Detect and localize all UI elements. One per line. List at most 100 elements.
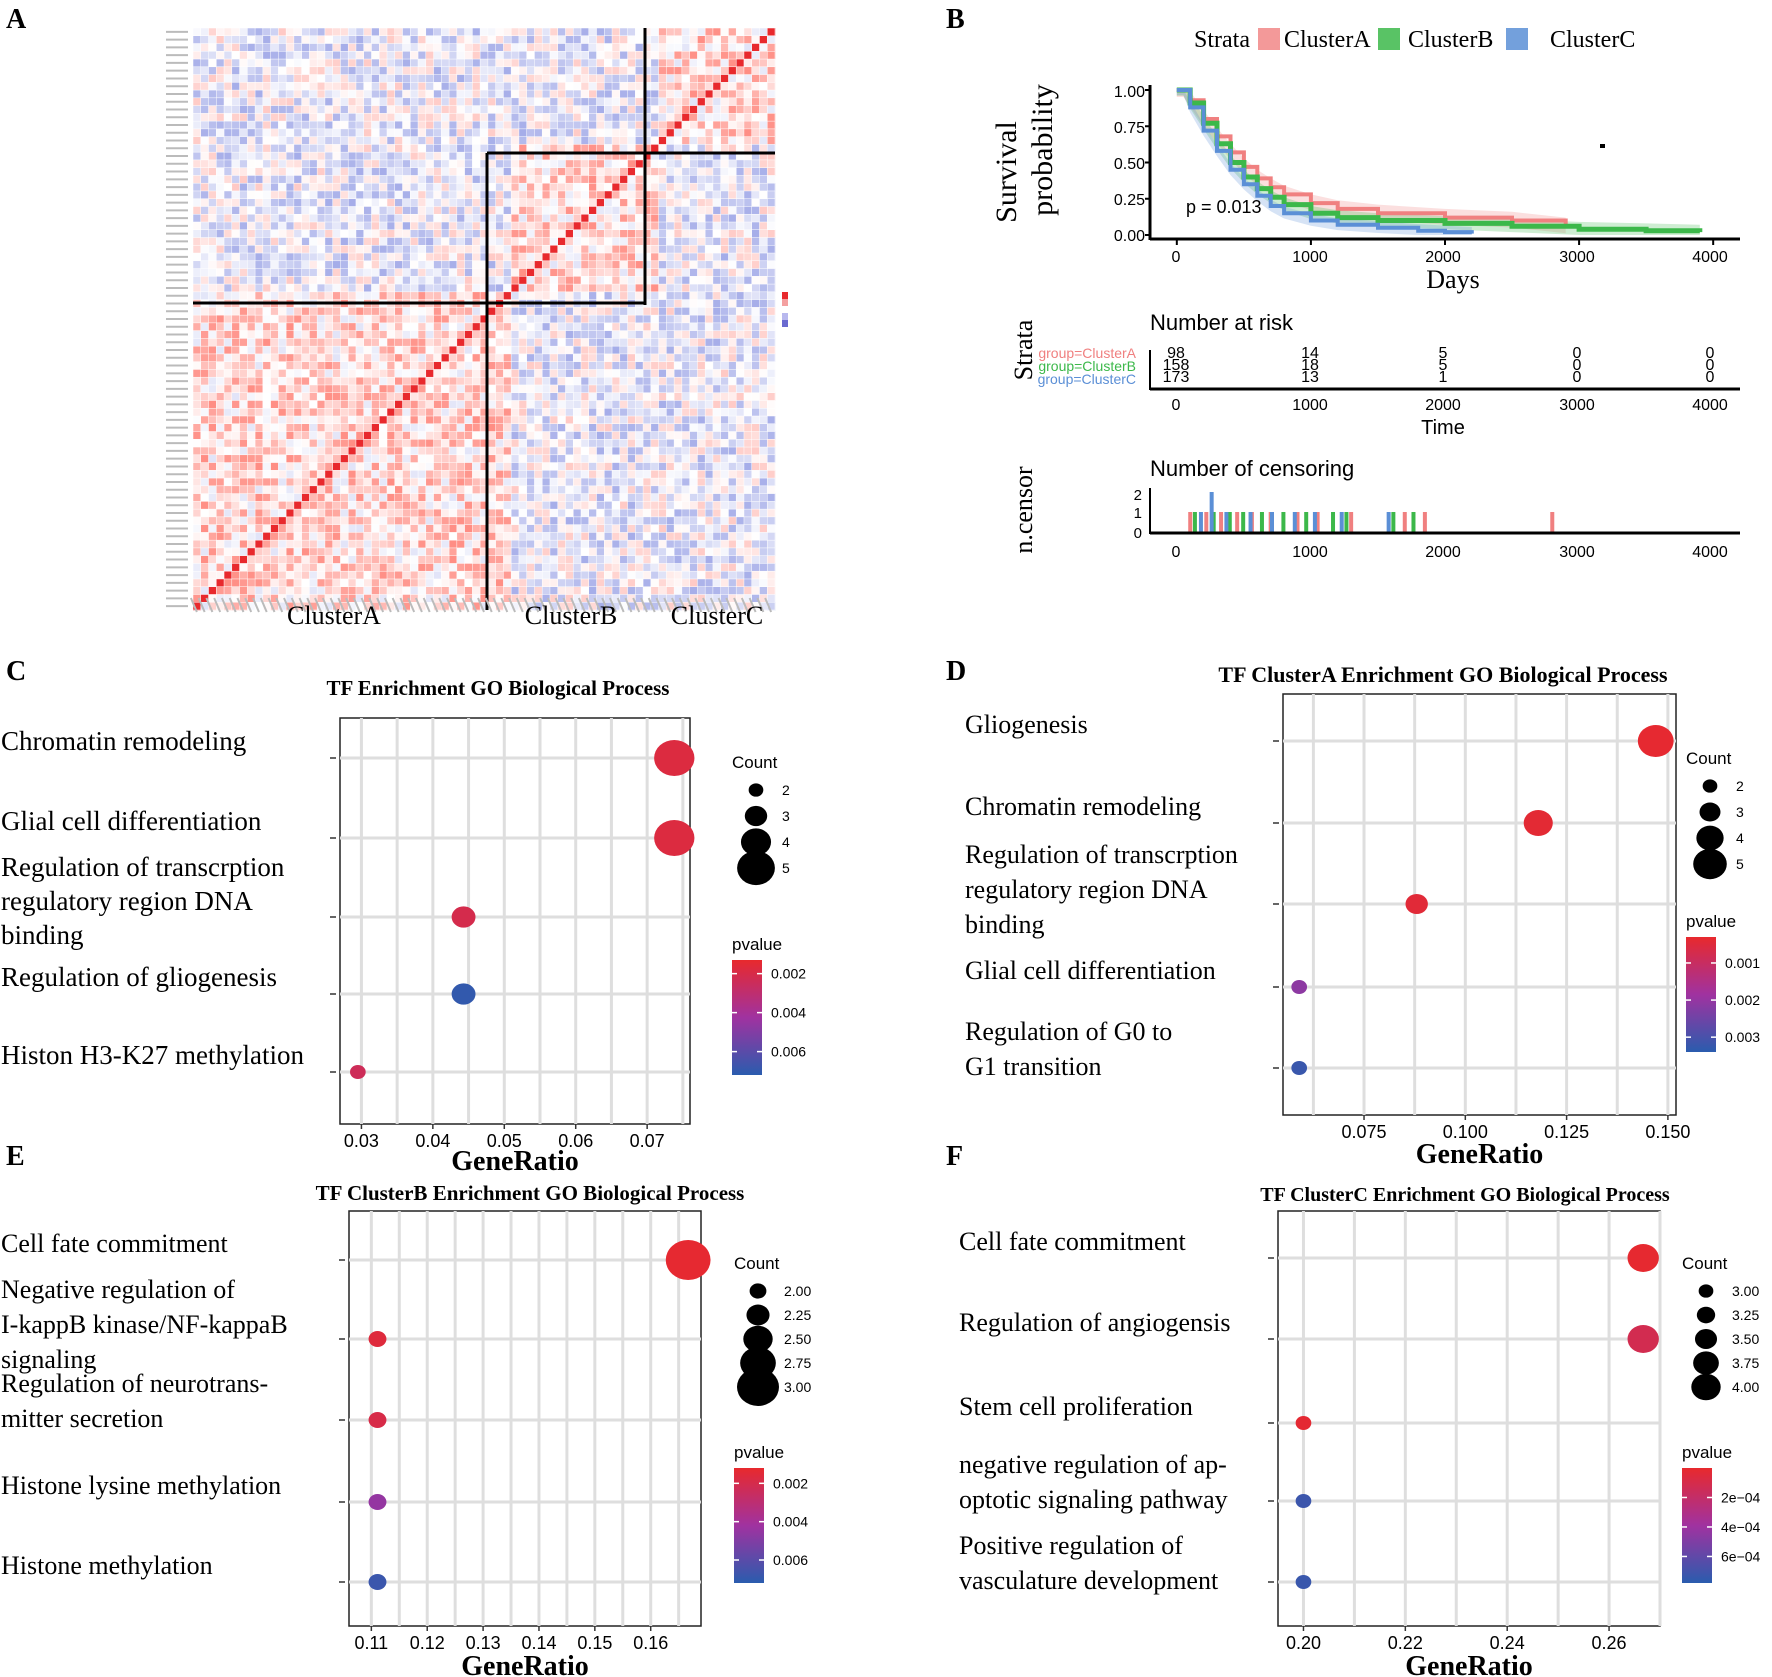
heatmap-cell [433,190,442,200]
heatmap-cell [604,105,613,114]
heatmap-cell [402,454,411,463]
heatmap-cell [588,237,597,246]
heatmap-cell [239,97,248,106]
heatmap-cell [751,470,760,479]
heatmap-cell [666,260,675,269]
heatmap-cell [557,532,566,541]
heatmap-cell [301,478,310,487]
heatmap-cell [518,493,528,502]
heatmap-cell [503,315,512,324]
heatmap-cell [387,253,396,262]
heatmap-cell [480,454,489,463]
heatmap-cell [363,113,372,122]
heatmap-cell [542,51,551,60]
heatmap-cell [759,121,768,130]
heatmap-cell [612,291,621,300]
heatmap-cell [759,361,768,370]
heatmap-cell [324,66,334,75]
heatmap-cell [503,392,512,401]
heatmap-cell [534,423,543,432]
heatmap-cell [565,509,574,518]
heatmap-cell [301,190,310,200]
heatmap-cell [216,51,225,60]
heatmap-cell [720,384,729,394]
heatmap-cell [565,237,574,246]
heatmap-cell [418,260,427,269]
heatmap-cell [402,470,411,479]
heatmap-cell [596,245,605,254]
heatmap-cell [619,384,628,394]
heatmap-cell [705,144,714,153]
heatmap-cell [301,74,310,83]
heatmap-cell [224,128,233,138]
heatmap-cell [549,276,559,285]
heatmap-cell [379,384,388,394]
heatmap-cell [666,454,675,463]
heatmap-cell [208,291,217,300]
heatmap-cell [596,167,605,176]
heatmap-cell [596,400,605,409]
heatmap-cell [293,416,303,425]
heatmap-cell [689,439,698,448]
heatmap-cell [278,524,287,533]
heatmap-cell [402,284,411,293]
heatmap-cell [635,346,644,355]
heatmap-cell [332,222,341,231]
heatmap-cell [387,369,396,378]
heatmap-cell [666,128,675,138]
heatmap-cell [449,509,458,518]
heatmap-cell [456,43,465,52]
heatmap-cell [487,416,497,425]
heatmap-cell [557,97,566,106]
heatmap-cell [286,128,295,138]
heatmap-cell [565,416,574,425]
heatmap-cell [301,121,310,130]
heatmap-cell [193,276,202,285]
heatmap-cell [371,245,380,254]
heatmap-cell [402,237,411,246]
heatmap-cell [332,121,341,130]
heatmap-cell [224,82,233,91]
heatmap-cell [658,315,667,324]
heatmap-cell [255,416,264,425]
heatmap-cell [193,493,202,502]
heatmap-cell [231,509,240,518]
heatmap-cell [635,454,644,463]
heatmap-cell [472,222,481,231]
heatmap-cell [293,322,303,332]
heatmap-cell [464,291,473,300]
heatmap-cell [410,400,419,409]
heatmap-cell [720,524,729,533]
heatmap-cell [425,346,434,355]
heatmap-cell [418,516,427,526]
heatmap-cell [736,361,745,370]
heatmap-cell [619,206,628,215]
heatmap-cell [324,431,334,440]
heatmap-cell [317,307,326,316]
heatmap-cell [627,198,636,207]
heatmap-cell [371,284,380,293]
heatmap-cell [643,338,652,347]
heatmap-cell [387,392,396,401]
heatmap-cell [433,43,442,52]
heatmap-cell [363,152,372,161]
heatmap-cell [464,361,473,370]
heatmap-cell [394,253,403,262]
heatmap-cell [387,478,396,487]
heatmap-cell [743,245,753,254]
heatmap-cell [526,485,535,494]
heatmap-cell [278,59,287,68]
heatmap-cell [332,51,341,60]
heatmap-cell [278,423,287,432]
heatmap-cell [387,485,396,494]
heatmap-cell [549,105,559,114]
heatmap-cell [216,284,225,293]
heatmap-cell [487,136,497,145]
heatmap-cell [666,59,675,68]
heatmap-cell [425,183,434,192]
heatmap-cell [759,454,768,463]
heatmap-cell [456,377,465,386]
heatmap-cell [612,198,621,207]
heatmap-cell [464,245,473,254]
heatmap-cell [511,330,520,339]
